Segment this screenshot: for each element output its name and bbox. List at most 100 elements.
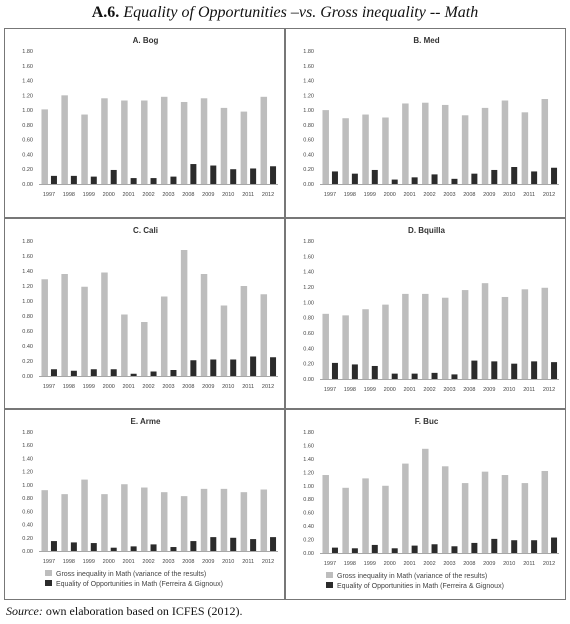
y-tick-label: 0.60 bbox=[22, 509, 33, 515]
y-tick-label: 1.60 bbox=[303, 64, 314, 70]
bar-eo bbox=[110, 169, 117, 184]
x-tick-label: 2010 bbox=[222, 559, 234, 565]
bar-gross bbox=[501, 100, 509, 184]
bar-eo bbox=[150, 544, 157, 551]
bar-eo bbox=[50, 175, 57, 184]
x-tick-label: 2000 bbox=[103, 559, 115, 565]
bar-eo bbox=[250, 168, 257, 184]
bar-eo bbox=[431, 174, 438, 184]
bar-gross bbox=[160, 296, 168, 376]
x-tick-label: 2009 bbox=[202, 192, 214, 198]
y-tick-label: 0.20 bbox=[303, 167, 314, 173]
y-tick-label: 0.80 bbox=[303, 316, 314, 322]
bar-eo bbox=[511, 363, 518, 379]
bar-gross bbox=[362, 309, 369, 379]
y-tick-label: 1.80 bbox=[22, 430, 33, 436]
bar-gross bbox=[322, 110, 329, 184]
y-tick-label: 1.80 bbox=[22, 239, 33, 245]
bar-eo bbox=[270, 166, 277, 184]
bar-eo bbox=[391, 179, 398, 184]
x-tick-label: 1997 bbox=[43, 192, 55, 198]
legend-swatch-eo bbox=[45, 580, 52, 586]
y-tick-label: 0.60 bbox=[303, 511, 314, 517]
bar-gross bbox=[501, 296, 509, 379]
y-tick-label: 0.20 bbox=[303, 538, 314, 544]
bar-gross bbox=[200, 274, 208, 376]
x-tick-label: 2012 bbox=[543, 192, 555, 198]
bar-eo bbox=[331, 547, 338, 553]
bar-gross bbox=[200, 488, 208, 551]
x-tick-label: 2009 bbox=[483, 387, 495, 393]
legend-label-gross: Gross inequality in Math (variance of th… bbox=[337, 573, 487, 580]
x-tick-label: 2008 bbox=[182, 559, 194, 565]
y-tick-label: 0.00 bbox=[22, 549, 33, 555]
chart-panel-2: B. Med 0.00 0.20 0.40 0.60 0.80 1.00 1.20 1.40 1.… bbox=[285, 28, 566, 218]
x-tick-label: 2003 bbox=[162, 192, 174, 198]
bar-eo bbox=[551, 167, 558, 184]
chart-title: C. Cali bbox=[133, 226, 158, 235]
source-prefix: Source: bbox=[6, 604, 43, 618]
bar-eo bbox=[190, 164, 197, 184]
bar-gross bbox=[461, 290, 469, 379]
bar-eo bbox=[90, 369, 97, 376]
bar-gross bbox=[121, 484, 128, 551]
bar-eo bbox=[110, 547, 117, 551]
x-tick-label: 2011 bbox=[523, 561, 535, 567]
y-tick-label: 1.60 bbox=[22, 443, 33, 449]
y-tick-label: 0.00 bbox=[22, 182, 33, 188]
bar-gross bbox=[141, 322, 148, 376]
x-tick-label: 2009 bbox=[202, 384, 214, 390]
x-tick-label: 1997 bbox=[43, 559, 55, 565]
x-tick-label: 2008 bbox=[463, 192, 475, 198]
figure-label: A.6. bbox=[91, 4, 120, 21]
bar-gross bbox=[402, 103, 409, 184]
bar-gross bbox=[541, 99, 549, 184]
figure-title-text: Equality of Opportunities –vs. Gross ine… bbox=[123, 4, 479, 21]
y-tick-label: 0.40 bbox=[303, 152, 314, 158]
y-tick-label: 1.40 bbox=[22, 79, 33, 85]
bar-eo bbox=[531, 171, 538, 184]
bar-eo bbox=[531, 361, 538, 379]
x-tick-label: 2001 bbox=[123, 559, 135, 565]
chart-svg: D. Bquilla 0.00 0.20 0.40 0.60 0.80 1.00 1.20 1.… bbox=[303, 226, 559, 393]
bar-gross bbox=[81, 286, 88, 376]
legend-swatch-eo bbox=[326, 582, 333, 588]
x-tick-label: 2000 bbox=[103, 192, 115, 198]
x-tick-label: 1997 bbox=[43, 384, 55, 390]
chart-svg: A. Bog 0.00 0.20 0.40 0.60 0.80 1.00 1.20 1.40 1.… bbox=[22, 36, 278, 198]
bar-eo bbox=[471, 173, 478, 184]
x-tick-label: 2001 bbox=[123, 192, 135, 198]
legend-swatch-gross bbox=[326, 572, 333, 578]
y-tick-label: 1.40 bbox=[303, 457, 314, 463]
x-tick-label: 2012 bbox=[262, 559, 274, 565]
y-tick-label: 1.40 bbox=[303, 270, 314, 276]
chart-panel-1: A. Bog 0.00 0.20 0.40 0.60 0.80 1.00 1.20 1.40 1.… bbox=[4, 28, 285, 218]
x-tick-label: 2012 bbox=[543, 561, 555, 567]
bar-gross bbox=[240, 286, 248, 376]
bar-eo bbox=[331, 362, 338, 379]
y-tick-label: 0.20 bbox=[22, 167, 33, 173]
bar-eo bbox=[130, 178, 137, 184]
x-tick-label: 1999 bbox=[83, 192, 95, 198]
bar-eo bbox=[170, 370, 177, 376]
bar-eo bbox=[90, 543, 97, 551]
y-tick-label: 0.80 bbox=[22, 123, 33, 129]
x-tick-label: 1999 bbox=[83, 384, 95, 390]
bar-gross bbox=[362, 478, 369, 553]
bar-eo bbox=[551, 537, 558, 553]
chart-svg: C. Cali 0.00 0.20 0.40 0.60 0.80 1.00 1.20 1.40 1… bbox=[22, 226, 278, 390]
bar-gross bbox=[402, 293, 409, 379]
bar-eo bbox=[511, 167, 518, 184]
bar-eo bbox=[411, 373, 418, 379]
bar-gross bbox=[81, 479, 88, 551]
x-tick-label: 2003 bbox=[162, 559, 174, 565]
x-tick-label: 2011 bbox=[242, 192, 254, 198]
x-tick-label: 2009 bbox=[483, 192, 495, 198]
x-tick-label: 2002 bbox=[423, 387, 435, 393]
bar-eo bbox=[230, 169, 237, 184]
bar-eo bbox=[451, 178, 458, 184]
x-tick-label: 1998 bbox=[63, 559, 75, 565]
x-tick-label: 2011 bbox=[242, 559, 254, 565]
bar-eo bbox=[411, 177, 418, 184]
y-tick-label: 1.60 bbox=[22, 64, 33, 70]
